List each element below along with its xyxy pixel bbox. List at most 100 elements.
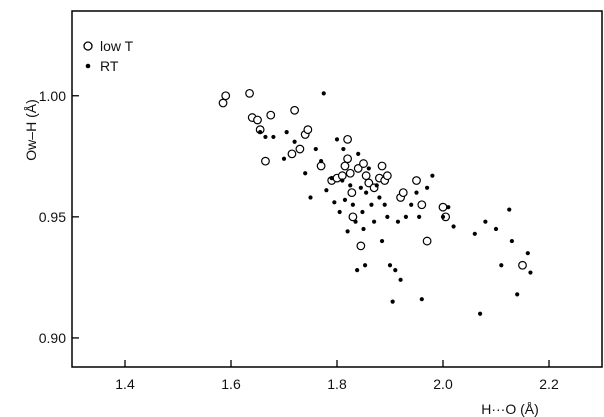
point-rt	[355, 268, 360, 273]
point-rt	[360, 209, 365, 215]
plot-frame	[71, 10, 603, 368]
legend: low T RT	[83, 38, 134, 74]
x-axis-label: H···O (Å)	[481, 401, 539, 417]
point-rt	[263, 134, 268, 140]
point-rt	[341, 146, 346, 152]
point-low-t	[377, 161, 387, 171]
point-rt	[379, 238, 385, 244]
point-rt	[377, 195, 382, 200]
point-low-t	[438, 202, 448, 212]
point-rt	[425, 185, 430, 190]
y-tick-label: 1.00	[39, 88, 66, 104]
point-low-t	[417, 200, 427, 210]
point-rt	[369, 202, 374, 207]
point-rt	[382, 202, 387, 207]
y-axis-ticks: 0.90 0.95 1.00	[39, 88, 79, 346]
x-tick-label: 1.8	[327, 376, 347, 392]
point-low-t	[348, 212, 358, 222]
point-low-t	[245, 88, 254, 98]
x-tick-label: 1.6	[221, 376, 241, 392]
point-rt	[364, 190, 369, 195]
point-low-t	[518, 260, 527, 270]
point-rt	[366, 166, 371, 171]
point-rt	[334, 137, 340, 142]
point-rt	[332, 200, 337, 205]
y-tick-label: 0.95	[39, 209, 66, 225]
point-rt	[430, 173, 435, 178]
point-rt	[292, 139, 297, 144]
point-rt	[387, 263, 393, 268]
point-rt	[515, 292, 520, 297]
point-rt	[446, 205, 451, 210]
point-rt	[324, 188, 329, 193]
point-low-t	[422, 236, 432, 246]
point-rt	[493, 226, 499, 232]
point-rt	[345, 229, 350, 234]
point-rt	[499, 263, 504, 268]
point-low-t	[266, 110, 276, 120]
point-low-t	[287, 149, 297, 159]
x-axis-ticks: 1.4 1.6 1.8 2.0 2.2	[115, 360, 559, 392]
point-low-t	[345, 168, 355, 178]
legend-marker-rt	[85, 63, 91, 69]
point-low-t	[303, 125, 313, 135]
series-low-t	[218, 88, 527, 270]
point-rt	[417, 214, 422, 219]
point-rt	[525, 251, 530, 256]
point-low-t	[337, 171, 347, 181]
point-low-t	[253, 115, 262, 125]
legend-label-low-t: low T	[100, 38, 134, 54]
point-rt	[507, 207, 512, 212]
point-rt	[472, 231, 477, 236]
point-rt	[419, 297, 424, 302]
point-rt	[350, 202, 355, 207]
y-axis-label: Ow–H (Å)	[23, 99, 39, 160]
point-low-t	[382, 171, 392, 181]
point-rt	[451, 224, 456, 229]
point-rt	[395, 219, 401, 224]
point-rt	[393, 268, 398, 273]
series-rt	[258, 91, 533, 316]
point-rt	[356, 151, 361, 156]
point-low-t	[398, 188, 408, 198]
legend-label-rt: RT	[100, 58, 119, 74]
point-low-t	[343, 154, 353, 164]
x-tick-label: 2.2	[539, 376, 559, 392]
point-low-t	[361, 171, 371, 181]
point-rt	[409, 202, 414, 207]
point-rt	[362, 263, 368, 268]
point-rt	[337, 209, 342, 215]
point-rt	[342, 197, 348, 202]
point-low-t	[261, 156, 270, 166]
point-low-t	[356, 241, 366, 251]
point-rt	[528, 270, 533, 275]
point-rt	[385, 214, 390, 219]
point-rt	[509, 238, 514, 244]
point-rt	[308, 195, 313, 200]
point-rt	[319, 159, 324, 164]
point-low-t	[412, 176, 421, 185]
point-rt	[303, 171, 308, 176]
point-rt	[374, 183, 379, 188]
x-tick-label: 2.0	[433, 376, 453, 392]
point-rt	[321, 91, 326, 96]
point-rt	[440, 214, 446, 219]
point-rt	[414, 190, 419, 195]
point-rt	[478, 311, 483, 316]
point-low-t	[343, 134, 353, 144]
point-rt	[390, 299, 395, 304]
point-rt	[281, 156, 287, 161]
legend-marker-low-t	[83, 41, 93, 51]
point-low-t	[353, 164, 363, 173]
y-tick-label: 0.90	[39, 330, 66, 346]
point-rt	[340, 178, 345, 183]
point-rt	[353, 219, 358, 224]
point-rt	[329, 176, 334, 181]
point-rt	[284, 129, 289, 135]
point-low-t	[316, 161, 326, 171]
point-low-t	[359, 159, 368, 168]
point-rt	[361, 226, 366, 232]
point-rt	[313, 146, 318, 152]
